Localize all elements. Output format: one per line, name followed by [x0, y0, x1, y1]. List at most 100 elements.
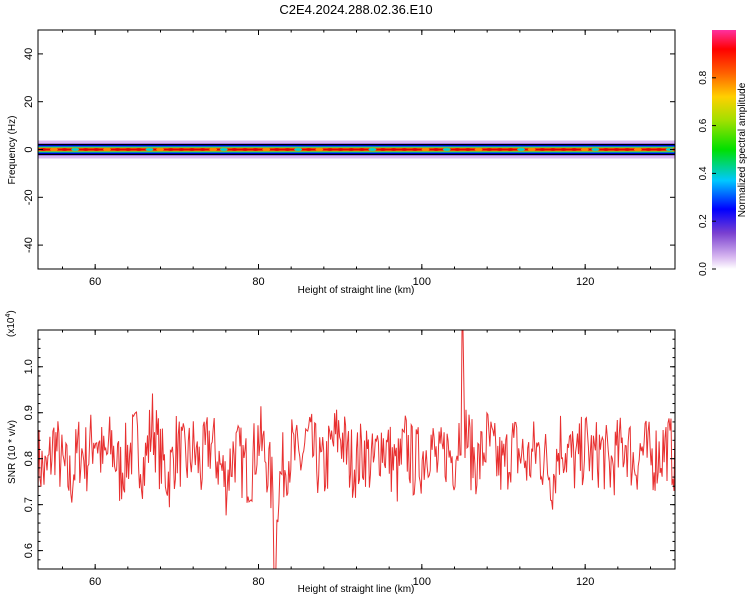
spectral-band-blob: [230, 148, 239, 151]
spectral-band-blob: [81, 148, 90, 151]
spectral-band-blob: [92, 148, 101, 151]
snr-panel: 60 80 100 120 0.6 0.7 0.8 0.9 1.0 Height of stra…: [5, 310, 676, 595]
spectral-band-blob: [166, 148, 175, 151]
spectral-band-blob: [315, 148, 324, 151]
snr-ytick-label: 0.9: [23, 405, 35, 420]
colorbar-gradient: [712, 30, 736, 269]
colorbar-ticks: 0.0 0.2 0.4 0.6 0.8: [698, 70, 716, 276]
spectral-band-blob: [198, 148, 207, 151]
spectral-band-blob: [325, 148, 334, 151]
spectral-band-blob: [548, 148, 557, 151]
svg-text:(x104): (x104): [5, 310, 17, 337]
colorbar-tick-label: 0.6: [698, 118, 709, 132]
snr-xtick-label: 80: [252, 576, 264, 588]
spectral-band-layer: [38, 148, 675, 151]
spectral-band-blob: [49, 148, 58, 151]
snr-multiplier-base: (x10: [6, 317, 17, 337]
spectral-band-blob: [283, 148, 292, 151]
snr-xlabel: Height of straight line (km): [298, 584, 415, 595]
colorbar-tick-label: 0.4: [698, 166, 709, 180]
snr-series-line: [37, 329, 676, 570]
spectrogram-xlabel: Height of straight line (km): [298, 285, 415, 296]
colorbar: 0.0 0.2 0.4 0.6 0.8 Normalized spectral ampl…: [698, 30, 748, 276]
snr-xtick-label: 100: [413, 576, 431, 588]
spectrogram-xtick-label: 120: [576, 276, 594, 288]
colorbar-tick-label: 0.0: [698, 262, 709, 276]
spectral-band-blob: [251, 148, 260, 151]
spectrogram-ylabel: Frequency (Hz): [7, 116, 18, 185]
colorbar-tick-label: 0.8: [698, 70, 709, 84]
spectrogram-xtick-label: 100: [413, 276, 431, 288]
spectral-band-blob: [580, 148, 589, 151]
spectral-band-blob: [400, 148, 409, 151]
spectral-band-blob: [134, 148, 143, 151]
colorbar-tick-label: 0.2: [698, 214, 709, 228]
snr-ytick-label: 0.6: [23, 543, 35, 558]
spectral-band-blob: [304, 148, 313, 151]
spectrogram-ticks: 60 80 100 120 -40 -20 0 20 40: [23, 30, 675, 288]
spectral-band-blob: [538, 148, 547, 151]
spectral-band-blob: [336, 148, 345, 151]
spectral-band-blob: [357, 148, 366, 151]
spectral-band-blob: [71, 148, 80, 151]
spectral-band-blob: [421, 148, 430, 151]
snr-ytick-label: 0.8: [23, 451, 35, 466]
spectrogram-panel: 60 80 100 120 -40 -20 0 20 40 Height of straight…: [7, 29, 676, 296]
spectral-band-blob: [570, 148, 579, 151]
spectral-band-blob: [517, 148, 526, 151]
snr-xtick-label: 120: [576, 576, 594, 588]
spectral-band-blob: [474, 148, 483, 151]
spectrogram-ytick-label: -40: [23, 237, 35, 253]
figure-title: C2E4.2024.288.02.36.E10: [279, 2, 432, 17]
spectral-band-blob: [644, 148, 653, 151]
snr-xtick-label: 60: [89, 576, 101, 588]
spectral-band-blob: [219, 148, 228, 151]
spectral-band-blob: [633, 148, 642, 151]
spectrogram-ytick-label: -20: [23, 189, 35, 205]
spectrogram-ytick-label: 40: [23, 48, 35, 60]
snr-multiplier: (x104): [5, 310, 17, 337]
spectral-band-blob: [368, 148, 377, 151]
spectral-band-blob: [177, 148, 186, 151]
spectral-band-blob: [389, 148, 398, 151]
spectral-band-blob: [612, 148, 621, 151]
spectral-band-blob: [463, 148, 472, 151]
spectral-band-blob: [187, 148, 196, 151]
spectral-band-blob: [665, 148, 674, 151]
snr-ticks: 60 80 100 120 0.6 0.7 0.8 0.9 1.0: [23, 330, 675, 588]
spectrogram-xtick-label: 80: [252, 276, 264, 288]
spectral-band-blob: [294, 148, 303, 151]
spectral-band-blob: [262, 148, 271, 151]
spectral-band-blob: [39, 148, 48, 151]
spectral-band-blob: [410, 148, 419, 151]
snr-ytick-label: 1.0: [23, 359, 35, 374]
spectral-band-blob: [379, 148, 388, 151]
spectral-band-blob: [209, 148, 218, 151]
spectral-band-blob: [272, 148, 281, 151]
spectral-band-blob: [527, 148, 536, 151]
spectrogram-ytick-label: 20: [23, 96, 35, 108]
spectral-band-blob: [601, 148, 610, 151]
spectral-band-blob: [145, 148, 154, 151]
spectral-band-blob: [103, 148, 112, 151]
spectral-band-blob: [495, 148, 504, 151]
spectrogram-ytick-label: 0: [23, 146, 35, 152]
colorbar-label: Normalized spectral amplitude: [737, 82, 748, 217]
snr-ytick-label: 0.7: [23, 497, 35, 512]
spectral-band-blob: [241, 148, 250, 151]
spectral-band-blob: [442, 148, 451, 151]
spectral-band-blob: [113, 148, 122, 151]
spectral-band: [38, 140, 675, 159]
spectral-band-blob: [623, 148, 632, 151]
spectral-band-blob: [453, 148, 462, 151]
spectral-band-blob: [591, 148, 600, 151]
spectral-band-blob: [347, 148, 356, 151]
spectral-band-blob: [156, 148, 165, 151]
spectral-band-blob: [506, 148, 515, 151]
spectral-band-blob: [559, 148, 568, 151]
snr-ylabel: SNR (10 * v/v): [7, 420, 18, 484]
spectral-band-blob: [485, 148, 494, 151]
snr-multiplier-exp: 4: [5, 314, 12, 318]
snr-multiplier-close: ): [6, 310, 17, 313]
